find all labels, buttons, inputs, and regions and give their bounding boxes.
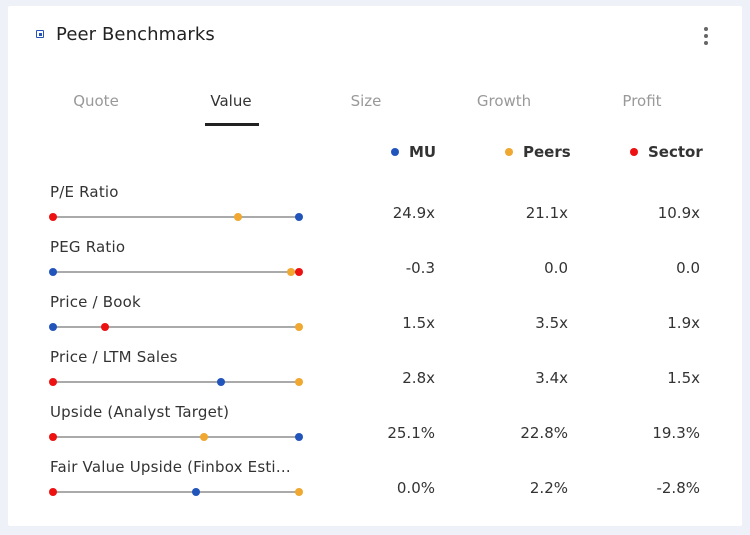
mu-marker [49,323,57,331]
metric-label: PEG Ratio [50,238,126,256]
mu-marker [295,213,303,221]
peers-value: 22.8% [520,424,568,442]
widget-icon [36,30,44,38]
peers-value: 2.2% [529,479,568,497]
sector-value: 0.0 [676,259,700,277]
widget-title: Peer Benchmarks [56,24,215,45]
sector-marker [49,488,57,496]
kebab-menu-icon[interactable] [696,26,716,46]
tab-size[interactable]: Size [350,92,382,110]
sector-legend-dot [630,147,638,156]
tab-value[interactable]: Value [210,92,252,110]
mu-marker [217,378,226,386]
metric-label: Price / LTM Sales [50,348,178,366]
peers-marker [199,433,208,441]
peers-value: 0.0 [544,259,568,277]
mu-value: 2.8x [402,369,435,387]
mu-value: 25.1% [387,424,435,442]
peer-benchmarks-card: Peer Benchmarks Quote Value Size Growth … [8,6,742,526]
active-tab-indicator [205,123,259,126]
range-track [53,326,299,328]
peers-legend-dot [505,147,513,156]
metric-label: Price / Book [50,293,141,311]
sector-marker [49,433,57,441]
peers-marker [295,378,303,386]
peers-marker [295,323,303,331]
peers-value: 3.5x [535,314,568,332]
peers-marker [233,213,242,221]
range-track [53,271,299,273]
sector-value: -2.8% [656,479,700,497]
column-header-peers: Peers [505,143,571,161]
range-track [53,216,299,218]
mu-value: -0.3 [405,259,435,277]
sector-value: 1.5x [667,369,700,387]
range-track [53,491,299,493]
tab-profit[interactable]: Profit [622,92,662,110]
mu-marker [191,488,200,496]
peers-marker [287,268,296,276]
column-header-mu: MU [391,143,436,161]
mu-legend-dot [391,147,399,156]
sector-value: 10.9x [657,204,700,222]
mu-value: 1.5x [402,314,435,332]
tab-growth[interactable]: Growth [476,92,532,110]
sector-marker [49,378,57,386]
mu-marker [49,268,57,276]
tab-quote[interactable]: Quote [73,92,119,110]
sector-value: 19.3% [652,424,700,442]
mu-marker [295,433,303,441]
metric-label: P/E Ratio [50,183,119,201]
range-track [53,381,299,383]
mu-value: 24.9x [392,204,435,222]
sector-marker [101,323,110,331]
range-track [53,436,299,438]
sector-marker [295,268,303,276]
metric-label: Upside (Analyst Target) [50,403,230,421]
peers-marker [295,488,303,496]
mu-value: 0.0% [396,479,435,497]
peers-value: 21.1x [525,204,568,222]
column-header-sector: Sector [630,143,703,161]
metric-label: Fair Value Upside (Finbox Estimate) [50,458,305,476]
peers-value: 3.4x [535,369,568,387]
sector-marker [49,213,57,221]
sector-value: 1.9x [667,314,700,332]
